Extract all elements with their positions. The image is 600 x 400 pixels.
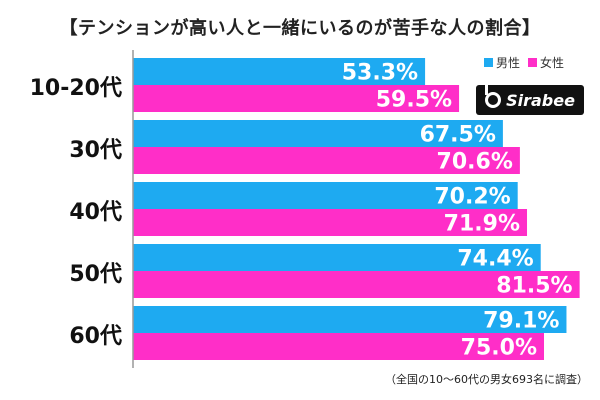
sirabee-logo: Sirabee <box>476 85 584 115</box>
chart-title: 【テンションが高い人と一緒にいるのが苦手な人の割合】 <box>59 18 541 39</box>
logo-text: Sirabee <box>506 90 575 110</box>
bar-male-4 <box>133 306 567 333</box>
legend-swatch-male <box>484 58 493 67</box>
bar-female-4 <box>133 333 544 360</box>
bar-female-2 <box>133 209 528 236</box>
legend-label-male: 男性 <box>496 56 521 70</box>
value-label-male-0: 53.3% <box>342 61 418 86</box>
category-label-0: 10-20代 <box>30 76 122 101</box>
value-label-male-1: 67.5% <box>420 123 496 148</box>
bar-male-3 <box>133 244 541 271</box>
value-label-male-2: 70.2% <box>434 185 510 210</box>
legend-label-female: 女性 <box>540 56 565 70</box>
category-label-1: 30代 <box>69 138 122 163</box>
category-label-3: 50代 <box>69 262 122 287</box>
logo-icon <box>485 85 502 108</box>
survey-note: （全国の10〜60代の男女693名に調査） <box>385 373 588 386</box>
category-label-2: 40代 <box>69 200 122 225</box>
bar-female-3 <box>133 271 580 298</box>
bar-male-0 <box>133 58 426 85</box>
value-label-male-4: 79.1% <box>483 309 559 334</box>
value-label-male-3: 74.4% <box>457 247 533 272</box>
value-label-female-0: 59.5% <box>376 88 452 113</box>
legend: 男性 女性 <box>484 54 564 71</box>
bar-female-0 <box>133 85 460 112</box>
value-label-female-3: 81.5% <box>496 274 572 299</box>
value-label-female-2: 71.9% <box>444 212 520 237</box>
value-label-female-4: 75.0% <box>461 336 537 361</box>
category-label-4: 60代 <box>69 324 122 349</box>
bar-female-1 <box>133 147 520 174</box>
legend-swatch-female <box>528 58 538 67</box>
bar-male-2 <box>133 182 518 209</box>
bar-male-1 <box>133 120 503 147</box>
legend-item-male: 男性 <box>484 54 520 71</box>
legend-item-female: 女性 <box>528 54 564 71</box>
value-label-female-1: 70.6% <box>437 150 513 175</box>
